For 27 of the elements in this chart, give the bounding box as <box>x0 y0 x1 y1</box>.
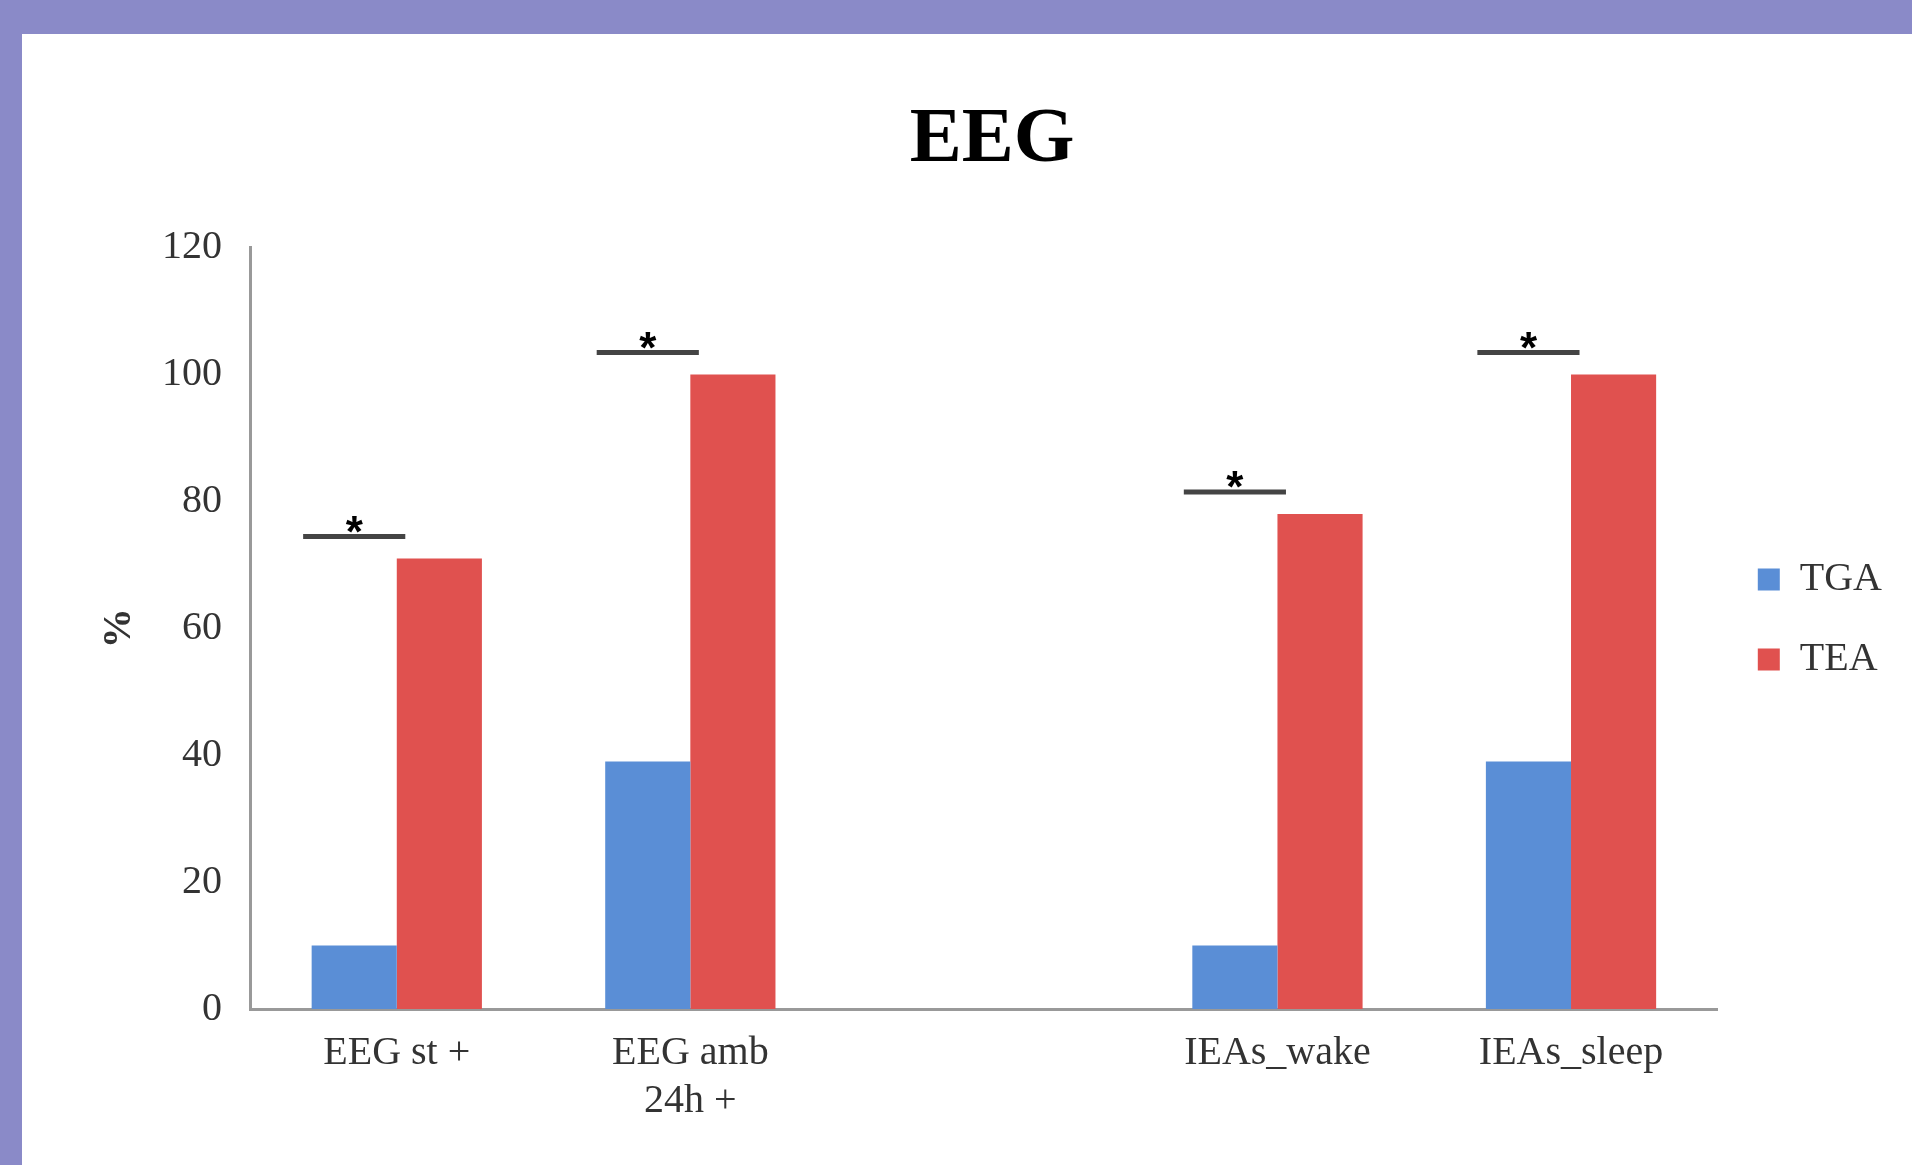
y-tick-label: 100 <box>162 349 222 394</box>
y-tick-label: 80 <box>182 475 222 521</box>
x-tick-label: EEG amb 24h + <box>612 1027 769 1121</box>
y-tick-label: 0 <box>202 983 222 1029</box>
annotation: * <box>1226 462 1245 512</box>
y-tick-label: 120 <box>162 222 222 268</box>
bar <box>1277 514 1363 1009</box>
legend-label: TEA <box>1799 634 1878 679</box>
x-tick-label: EEG st + <box>323 1027 471 1073</box>
y-axis-title: % <box>94 608 140 649</box>
chart-title: EEG <box>909 90 1075 178</box>
annotation: * <box>1519 322 1538 372</box>
y-tick-label: 60 <box>182 602 222 648</box>
bar <box>1571 374 1657 1009</box>
bar <box>1192 945 1278 1009</box>
annotation: * <box>639 322 658 372</box>
x-tick-label: IEAs_sleep <box>1478 1027 1664 1073</box>
bar <box>690 374 776 1009</box>
legend-label: TGA <box>1799 554 1883 599</box>
y-tick-label: 20 <box>182 856 222 902</box>
bar <box>1485 761 1572 1009</box>
y-tick-label: 40 <box>182 729 222 775</box>
x-tick-label: IEAs_wake <box>1184 1027 1371 1073</box>
bar <box>605 761 691 1009</box>
bar <box>396 558 482 1009</box>
bar <box>311 945 397 1009</box>
annotation: * <box>345 506 364 556</box>
